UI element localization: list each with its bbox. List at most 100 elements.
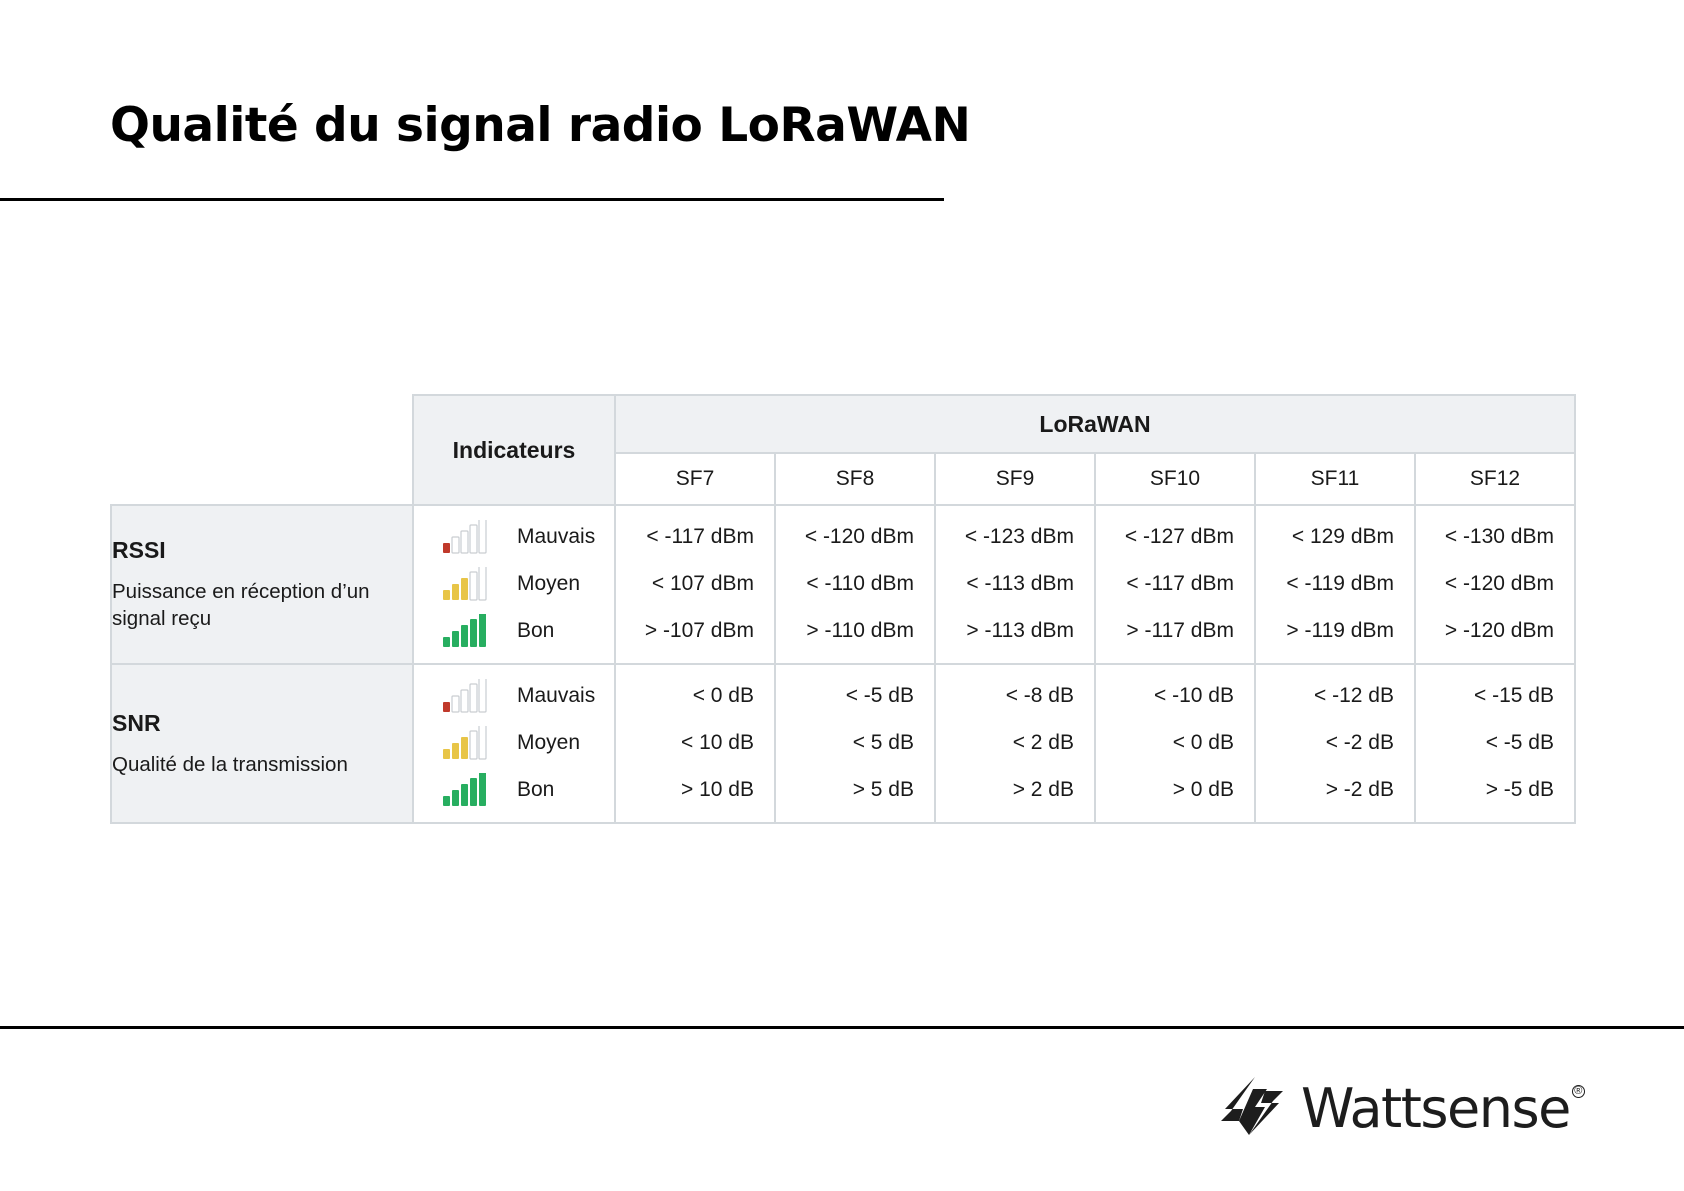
threshold-value: > 10 dB [681, 778, 754, 801]
indicator-cell: Mauvais Moyen Bon [412, 663, 616, 824]
value-cell: < -127 dBm < -117 dBm > -117 dBm [1094, 504, 1256, 665]
indicator-level: Mauvais [414, 517, 614, 557]
metric-cell-rssi: RSSI Puissance en réception d’un signal … [110, 504, 414, 665]
value-cell: < -15 dB < -5 dB > -5 dB [1414, 663, 1576, 824]
threshold-value: > -5 dB [1485, 778, 1554, 801]
threshold-list: < -10 dB < 0 dB > 0 dB [1096, 665, 1254, 822]
signal-bars-medium-icon [414, 726, 512, 760]
indicator-level: Bon [414, 611, 614, 651]
table-corner [111, 395, 413, 505]
threshold-value: > 2 dB [1012, 778, 1074, 801]
indicators-header: Indicateurs [412, 394, 616, 506]
metric-description: Qualité de la transmission [112, 752, 348, 776]
metric-name: SNR [112, 709, 161, 736]
threshold-list: < -120 dBm < -110 dBm > -110 dBm [776, 506, 934, 663]
threshold-value: < 10 dB [681, 731, 754, 754]
signal-bars-poor-icon [414, 679, 512, 713]
threshold-value: < -113 dBm [966, 572, 1074, 595]
value-cell: < -12 dB < -2 dB > -2 dB [1254, 663, 1416, 824]
threshold-list: < -8 dB < 2 dB > 2 dB [936, 665, 1094, 822]
indicator-level: Bon [414, 770, 614, 810]
indicator-level-label: Bon [517, 619, 555, 642]
footer-divider [0, 1026, 1684, 1029]
threshold-value: < 0 dB [692, 684, 754, 707]
sf-header: SF7 [614, 452, 776, 506]
signal-bars-poor-icon [414, 520, 512, 554]
threshold-value: > -117 dBm [1126, 619, 1234, 642]
threshold-list: < 0 dB < 10 dB > 10 dB [616, 665, 774, 822]
threshold-value: < -130 dBm [1444, 525, 1554, 548]
threshold-value: > -107 dBm [644, 619, 754, 642]
metric-name: RSSI [112, 537, 166, 563]
threshold-list: < -117 dBm < 107 dBm > -107 dBm [616, 506, 774, 663]
signal-bars-good-icon [414, 614, 512, 648]
threshold-value: < 2 dB [1012, 731, 1074, 754]
metric-cell-snr: SNR Qualité de la transmission [110, 663, 414, 824]
value-cell: < 0 dB < 10 dB > 10 dB [614, 663, 776, 824]
brand-wordmark: Wattsense [1301, 1077, 1571, 1140]
threshold-value: > -2 dB [1325, 778, 1394, 801]
metric-description: Puissance en réception d’un signal reçu [112, 580, 370, 630]
indicator-cell: Mauvais Moyen Bon [412, 504, 616, 665]
page-title: Qualité du signal radio LoRaWAN [110, 98, 971, 153]
threshold-value: < -120 dBm [804, 525, 914, 548]
threshold-value: < -119 dBm [1286, 572, 1394, 595]
title-divider [0, 198, 944, 201]
sf-header: SF9 [934, 452, 1096, 506]
threshold-value: < 107 dBm [651, 572, 754, 595]
wattsense-bolt-logo-icon [1219, 1075, 1285, 1142]
table-row-rssi: RSSI Puissance en réception d’un signal … [110, 504, 1576, 665]
indicator-level-label: Mauvais [517, 525, 596, 548]
table-row-snr: SNR Qualité de la transmission Mauvais Mo… [110, 663, 1576, 824]
threshold-list: < -123 dBm < -113 dBm > -113 dBm [936, 506, 1094, 663]
sf-header: SF11 [1254, 452, 1416, 506]
indicator-level-label: Moyen [517, 572, 581, 595]
indicator-level-label: Bon [517, 778, 555, 801]
threshold-list: < -12 dB < -2 dB > -2 dB [1256, 665, 1414, 822]
threshold-value: > -120 dBm [1444, 619, 1554, 642]
sf-header: SF10 [1094, 452, 1256, 506]
threshold-value: < -8 dB [1005, 684, 1074, 707]
signal-bars-good-icon [414, 773, 512, 807]
threshold-list: < 129 dBm < -119 dBm > -119 dBm [1256, 506, 1414, 663]
threshold-list: < -127 dBm < -117 dBm > -117 dBm [1096, 506, 1254, 663]
threshold-value: < -117 dBm [646, 525, 754, 548]
threshold-value: > -113 dBm [966, 619, 1074, 642]
indicator-list: Mauvais Moyen Bon [414, 665, 614, 822]
threshold-list: < -15 dB < -5 dB > -5 dB [1416, 665, 1574, 822]
indicator-level-label: Moyen [517, 731, 581, 754]
threshold-value: > 0 dB [1172, 778, 1234, 801]
value-cell: < -117 dBm < 107 dBm > -107 dBm [614, 504, 776, 665]
threshold-value: < -5 dB [845, 684, 914, 707]
brand-logo: Wattsense ® [1219, 1075, 1585, 1142]
value-cell: < -5 dB < 5 dB > 5 dB [774, 663, 936, 824]
threshold-value: > -110 dBm [806, 619, 914, 642]
lorawan-group-header: LoRaWAN [614, 394, 1576, 454]
threshold-value: < -15 dB [1474, 684, 1554, 707]
threshold-value: < -2 dB [1325, 731, 1394, 754]
indicator-level: Mauvais [414, 676, 614, 716]
threshold-value: < 0 dB [1172, 731, 1234, 754]
value-cell: < -120 dBm < -110 dBm > -110 dBm [774, 504, 936, 665]
signal-bars-medium-icon [414, 567, 512, 601]
sf-header: SF12 [1414, 452, 1576, 506]
threshold-value: > 5 dB [852, 778, 914, 801]
registered-mark: ® [1571, 1085, 1585, 1098]
indicator-level: Moyen [414, 564, 614, 604]
threshold-list: < -130 dBm < -120 dBm > -120 dBm [1416, 506, 1574, 663]
sf-header: SF8 [774, 452, 936, 506]
signal-quality-table: Indicateurs LoRaWAN SF7 SF8 SF9 SF10 SF1… [110, 394, 1576, 824]
threshold-value: < -127 dBm [1124, 525, 1234, 548]
value-cell: < -10 dB < 0 dB > 0 dB [1094, 663, 1256, 824]
threshold-value: < -5 dB [1485, 731, 1554, 754]
threshold-value: < -120 dBm [1444, 572, 1554, 595]
indicator-list: Mauvais Moyen Bon [414, 506, 614, 663]
value-cell: < -123 dBm < -113 dBm > -113 dBm [934, 504, 1096, 665]
threshold-value: < 129 dBm [1291, 525, 1394, 548]
threshold-value: < -12 dB [1314, 684, 1394, 707]
threshold-value: < -110 dBm [806, 572, 914, 595]
value-cell: < -130 dBm < -120 dBm > -120 dBm [1414, 504, 1576, 665]
value-cell: < 129 dBm < -119 dBm > -119 dBm [1254, 504, 1416, 665]
indicator-level: Moyen [414, 723, 614, 763]
threshold-value: < -123 dBm [964, 525, 1074, 548]
